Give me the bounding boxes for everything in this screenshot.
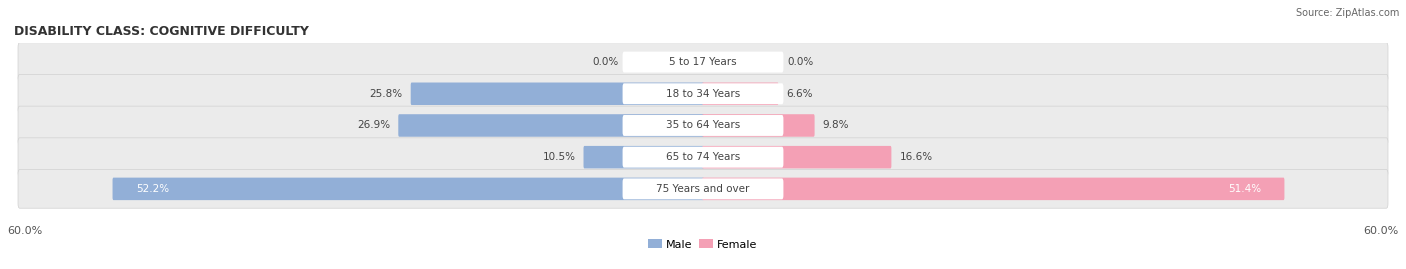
Text: 10.5%: 10.5% [543, 152, 575, 162]
Text: 35 to 64 Years: 35 to 64 Years [666, 121, 740, 130]
FancyBboxPatch shape [583, 146, 704, 168]
FancyBboxPatch shape [623, 147, 783, 168]
Text: 25.8%: 25.8% [370, 89, 402, 99]
FancyBboxPatch shape [398, 114, 704, 137]
FancyBboxPatch shape [623, 52, 783, 73]
Text: 5 to 17 Years: 5 to 17 Years [669, 57, 737, 67]
Text: 65 to 74 Years: 65 to 74 Years [666, 152, 740, 162]
FancyBboxPatch shape [702, 146, 891, 168]
Text: 6.6%: 6.6% [786, 89, 813, 99]
FancyBboxPatch shape [18, 43, 1388, 82]
Text: 0.0%: 0.0% [592, 57, 619, 67]
FancyBboxPatch shape [702, 114, 814, 137]
Text: 52.2%: 52.2% [136, 184, 169, 194]
FancyBboxPatch shape [623, 178, 783, 199]
Legend: Male, Female: Male, Female [644, 235, 762, 254]
FancyBboxPatch shape [702, 178, 1285, 200]
FancyBboxPatch shape [18, 138, 1388, 176]
Text: Source: ZipAtlas.com: Source: ZipAtlas.com [1295, 8, 1399, 18]
Text: 9.8%: 9.8% [823, 121, 849, 130]
FancyBboxPatch shape [112, 178, 704, 200]
FancyBboxPatch shape [18, 106, 1388, 145]
FancyBboxPatch shape [411, 83, 704, 105]
Text: 26.9%: 26.9% [357, 121, 389, 130]
Text: 0.0%: 0.0% [787, 57, 814, 67]
FancyBboxPatch shape [18, 75, 1388, 113]
Text: 18 to 34 Years: 18 to 34 Years [666, 89, 740, 99]
Text: 16.6%: 16.6% [900, 152, 932, 162]
Text: 75 Years and over: 75 Years and over [657, 184, 749, 194]
FancyBboxPatch shape [702, 83, 779, 105]
Text: DISABILITY CLASS: COGNITIVE DIFFICULTY: DISABILITY CLASS: COGNITIVE DIFFICULTY [14, 25, 309, 38]
FancyBboxPatch shape [623, 83, 783, 104]
FancyBboxPatch shape [623, 115, 783, 136]
FancyBboxPatch shape [18, 169, 1388, 208]
Text: 51.4%: 51.4% [1227, 184, 1261, 194]
